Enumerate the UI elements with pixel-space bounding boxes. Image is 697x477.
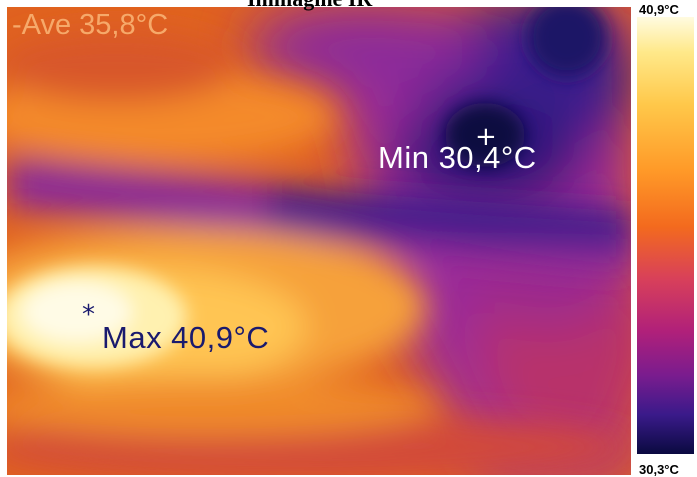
min-cursor-icon: + xyxy=(475,122,497,152)
figure-title: Immagine IR xyxy=(247,0,372,10)
temperature-color-scale xyxy=(637,17,694,454)
thermal-image xyxy=(7,7,631,475)
scale-min-label: 30,3°C xyxy=(639,462,679,477)
min-temperature-label: Min 30,4°C xyxy=(378,140,537,175)
max-cursor-icon: * xyxy=(82,300,95,330)
average-temperature-label: -Ave 35,8°C xyxy=(12,9,169,41)
scale-max-label: 40,9°C xyxy=(639,2,679,17)
thermal-image-graphic xyxy=(7,7,631,475)
max-temperature-label: Max 40,9°C xyxy=(102,320,270,355)
